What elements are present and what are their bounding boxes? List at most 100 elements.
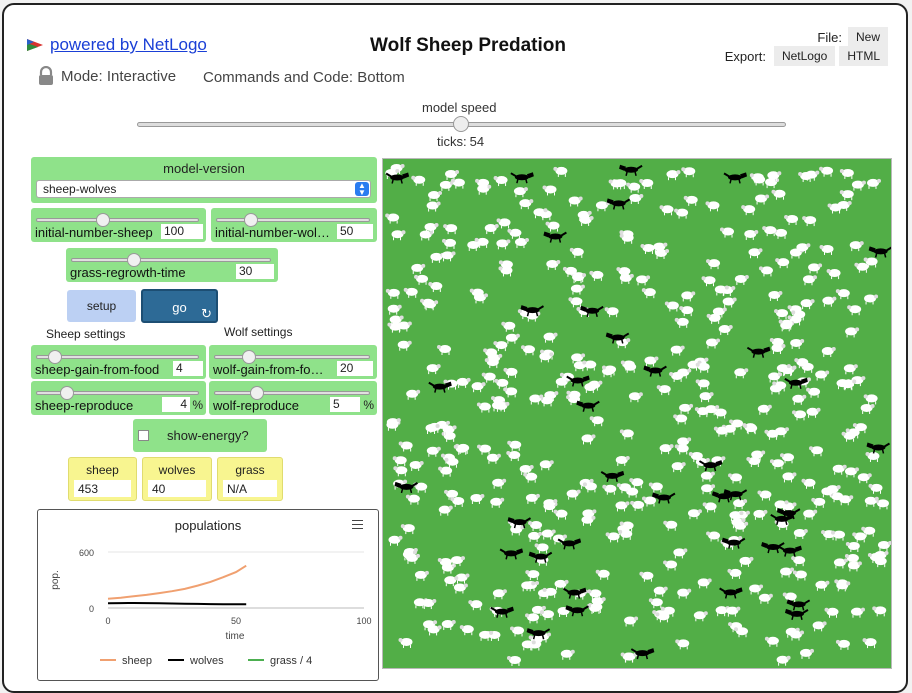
sheep-agent: [426, 364, 441, 375]
slider-track[interactable]: [214, 355, 370, 359]
sheep-agent: [493, 176, 508, 187]
wolf-agent: [600, 470, 625, 483]
wolf-agent: [562, 587, 587, 599]
slider-thumb[interactable]: [59, 386, 74, 400]
powered-by-netlogo-link[interactable]: powered by NetLogo: [26, 35, 207, 55]
model-version-chooser[interactable]: model-version sheep-wolves ▲ ▼: [31, 157, 377, 203]
initial-number-sheep-slider[interactable]: initial-number-sheep 100: [31, 208, 206, 242]
sheep-agent: [790, 338, 805, 349]
slider-thumb[interactable]: [95, 213, 110, 227]
sheep-agent: [681, 167, 696, 178]
sheep-agent: [748, 248, 763, 259]
wolf-agent: [580, 305, 604, 317]
sheep-agent: [543, 499, 558, 510]
sheep-agent: [507, 228, 522, 239]
sheep-gain-from-food-slider[interactable]: sheep-gain-from-food 4: [31, 345, 206, 379]
monitor-value: 40: [148, 480, 206, 497]
wolf-settings-note: Wolf settings: [224, 325, 293, 339]
slider-value[interactable]: 4: [162, 397, 190, 412]
model-speed-thumb[interactable]: [453, 116, 469, 132]
sheep-agent: [450, 556, 465, 567]
sheep-agent: [687, 509, 702, 520]
sheep-agent: [701, 276, 716, 287]
netlogo-web-page: powered by NetLogo Wolf Sheep Predation …: [2, 3, 908, 693]
wolf-agent: [698, 460, 723, 472]
mode-indicator[interactable]: Mode: Interactive: [37, 66, 176, 86]
sheep-agent: [619, 233, 634, 244]
wolf-agent: [711, 491, 736, 503]
sheep-agent: [790, 630, 805, 641]
sheep-agent: [749, 173, 764, 184]
sheep-agent: [836, 581, 851, 592]
initial-number-wolves-slider[interactable]: initial-number-wol… 50: [211, 208, 377, 242]
wolf-agent: [630, 648, 655, 660]
slider-track[interactable]: [36, 218, 199, 222]
sheep-agent: [455, 573, 470, 584]
sheep-agent: [506, 451, 521, 462]
slider-thumb[interactable]: [242, 350, 257, 364]
slider-track[interactable]: [36, 355, 199, 359]
sheep-agent: [393, 466, 408, 477]
model-version-select[interactable]: sheep-wolves ▲ ▼: [36, 180, 371, 198]
sheep-agent: [824, 607, 839, 618]
wolf-reproduce-slider[interactable]: wolf-reproduce 5 %: [209, 381, 377, 415]
slider-value[interactable]: 50: [337, 224, 373, 239]
slider-value[interactable]: 100: [161, 224, 203, 239]
sheep-agent: [695, 362, 710, 373]
world-canvas[interactable]: [383, 159, 892, 669]
show-energy-checkbox[interactable]: [138, 430, 149, 441]
sheep-agent: [479, 630, 494, 641]
slider-track[interactable]: [216, 218, 370, 222]
x-axis-label: time: [226, 631, 245, 642]
powered-by-label[interactable]: powered by NetLogo: [50, 35, 207, 54]
sheep-agent: [453, 444, 468, 455]
slider-thumb[interactable]: [244, 213, 258, 227]
sheep-agent: [729, 511, 744, 522]
sheep-agent: [673, 548, 688, 559]
export-netlogo-button[interactable]: NetLogo: [773, 46, 836, 66]
slider-value[interactable]: 5: [330, 397, 360, 412]
sheep-agent: [391, 230, 406, 241]
slider-value[interactable]: 20: [337, 361, 373, 376]
file-new-button[interactable]: New: [847, 27, 888, 47]
sheep-agent: [520, 345, 535, 356]
slider-thumb[interactable]: [47, 350, 62, 364]
slider-track[interactable]: [36, 391, 199, 395]
sheep-agent: [697, 578, 712, 589]
wolf-agent: [394, 481, 418, 494]
slider-value[interactable]: 4: [173, 361, 203, 376]
sheep-agent: [528, 531, 543, 542]
commands-code-toggle[interactable]: Commands and Code: Bottom: [203, 69, 405, 86]
sheep-agent: [644, 356, 659, 367]
sheep-agent: [459, 625, 474, 636]
sheep-agent: [776, 364, 791, 375]
grass-regrowth-time-slider[interactable]: grass-regrowth-time 30: [66, 248, 278, 282]
export-html-button[interactable]: HTML: [839, 46, 888, 66]
sheep-agent: [861, 526, 876, 537]
sheep-agent: [659, 205, 674, 216]
show-energy-switch[interactable]: show-energy?: [133, 419, 267, 452]
sheep-reproduce-slider[interactable]: sheep-reproduce 4 %: [31, 381, 206, 415]
sheep-settings-note: Sheep settings: [46, 327, 126, 341]
sheep-agent: [877, 540, 891, 551]
select-arrows-icon[interactable]: ▲ ▼: [355, 182, 369, 197]
world-view[interactable]: [382, 158, 892, 669]
sheep-agent: [655, 612, 670, 623]
wolf-agent: [490, 606, 514, 618]
wolf-agent: [619, 164, 643, 176]
sheep-agent: [852, 532, 867, 543]
slider-thumb[interactable]: [126, 253, 141, 267]
sheep-agent: [844, 554, 859, 565]
slider-track[interactable]: [71, 258, 271, 262]
setup-button[interactable]: setup: [67, 290, 136, 322]
wolf-gain-from-food-slider[interactable]: wolf-gain-from-fo… 20: [209, 345, 377, 379]
hamburger-menu-icon[interactable]: [352, 520, 363, 529]
slider-thumb[interactable]: [249, 386, 264, 400]
sheep-agent: [398, 441, 413, 452]
lock-icon[interactable]: [37, 66, 55, 86]
go-button[interactable]: go ↻: [141, 289, 218, 323]
wolf-agent: [528, 551, 553, 563]
slider-track[interactable]: [214, 391, 370, 395]
slider-value[interactable]: 30: [236, 264, 274, 279]
wolf-agent: [784, 608, 809, 621]
